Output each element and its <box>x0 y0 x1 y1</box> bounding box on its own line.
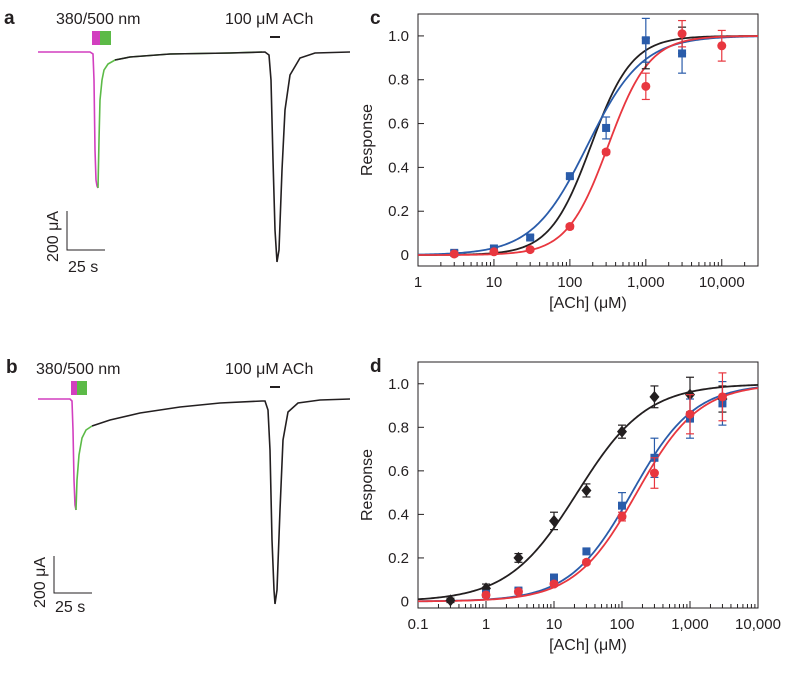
y-tick-label: 0 <box>401 247 409 264</box>
data-point-red <box>549 579 559 589</box>
data-point-red <box>677 29 687 39</box>
panel-label-b: b <box>6 357 18 378</box>
y-tick-label: 0.6 <box>388 463 409 480</box>
data-point-blue <box>526 233 535 242</box>
x-tick-label: 100 <box>609 616 634 633</box>
data-point-red <box>717 392 727 402</box>
data-point-black <box>649 390 660 403</box>
data-point-red <box>641 81 651 91</box>
data-point-red <box>717 41 727 51</box>
y-tick-label: 0.2 <box>388 550 409 567</box>
x-tick-label: 10 <box>486 274 503 291</box>
data-point-red <box>601 147 611 157</box>
green-light-bar-a <box>100 31 111 45</box>
panel-label-a: a <box>4 8 15 29</box>
trace-380nm-a <box>38 51 99 189</box>
data-point-blue <box>618 501 626 510</box>
uv-light-bar-a <box>92 31 100 45</box>
x-tick-label: 10,000 <box>699 274 745 291</box>
panel-label-d: d <box>370 356 382 377</box>
y-tick-label: 1.0 <box>388 28 409 45</box>
data-point-red <box>565 222 575 232</box>
trace-ach-response-b <box>91 398 351 605</box>
y-tick-label: 0.6 <box>388 116 409 133</box>
x-axis-label: [ACh] (μM) <box>549 637 627 654</box>
y-tick-label: 0.8 <box>388 72 409 89</box>
fit-curve-red <box>417 387 759 603</box>
data-point-red <box>449 249 459 259</box>
data-point-black <box>513 551 524 564</box>
uv-light-bar-b <box>71 381 77 395</box>
y-tick-label: 0.4 <box>388 506 409 523</box>
panel-d-dose-response: 0.1 1 10 100 1,000 10,000 0 0.2 0.4 0.6 0.8 1.0 [ACh… <box>359 361 781 654</box>
data-point-red <box>649 468 659 478</box>
x-axis-label: [ACh] (μM) <box>549 295 627 312</box>
data-point-red <box>481 590 491 600</box>
y-axis-label: Response <box>359 104 376 176</box>
plot-frame <box>417 361 759 609</box>
data-point-blue <box>678 49 687 58</box>
data-point-red <box>581 557 591 567</box>
data-point-red <box>525 245 535 255</box>
x-tick-label: 1 <box>482 616 490 633</box>
data-point-red <box>617 512 627 522</box>
scale-x-label-b: 25 s <box>55 599 85 616</box>
x-tick-label: 1,000 <box>671 616 709 633</box>
x-tick-label: 10,000 <box>735 616 781 633</box>
plot-frame <box>417 13 759 267</box>
panel-c-dose-response: 1 10 100 1,000 10,000 0 0.2 0.4 0.6 0.8 1.0 [ACh] (… <box>359 13 759 312</box>
scale-bar-a <box>66 211 105 251</box>
trace-500nm-a <box>97 51 263 189</box>
scale-bar-b <box>53 556 92 594</box>
x-tick-label: 0.1 <box>408 616 429 633</box>
light-label-a: 380/500 nm <box>56 11 141 28</box>
panel-label-c: c <box>370 8 381 29</box>
data-point-red <box>489 247 499 257</box>
y-tick-label: 0.2 <box>388 203 409 220</box>
scale-y-label-a: 200 μA <box>45 211 62 262</box>
data-point-red <box>513 587 523 597</box>
data-point-blue <box>582 547 591 556</box>
ach-label-b: 100 μM ACh <box>225 361 313 378</box>
panel-a-trace: 380/500 nm 100 μM ACh 200 μA 25 s <box>38 11 351 276</box>
y-tick-label: 0.8 <box>388 419 409 436</box>
green-light-bar-b <box>77 381 87 395</box>
trace-500nm-b <box>75 425 93 511</box>
y-tick-label: 0.4 <box>388 159 409 176</box>
fit-curve-red <box>418 35 759 256</box>
scale-y-label-b: 200 μA <box>32 557 49 608</box>
scale-x-label-a: 25 s <box>68 259 98 276</box>
y-axis-label: Response <box>359 449 376 521</box>
fit-curve-black <box>417 384 759 601</box>
panel-b-trace: 380/500 nm 100 μM ACh 200 μA 25 s <box>32 361 351 616</box>
y-tick-label: 1.0 <box>388 376 409 393</box>
data-point-black <box>549 514 559 527</box>
data-point-black <box>581 484 592 497</box>
trace-380nm-b <box>38 398 77 511</box>
data-point-blue <box>565 172 574 181</box>
data-point-red <box>685 409 695 419</box>
trace-ach-response-a <box>114 51 351 263</box>
light-label-b: 380/500 nm <box>36 361 121 378</box>
data-point-black <box>617 425 627 438</box>
data-point-black <box>445 594 456 607</box>
x-tick-label: 1,000 <box>627 274 665 291</box>
data-point-blue <box>602 123 611 132</box>
ach-label-a: 100 μM ACh <box>225 11 313 28</box>
data-point-blue <box>641 36 650 45</box>
data-point-blue <box>550 573 558 582</box>
x-tick-label: 100 <box>557 274 582 291</box>
fit-curve-blue <box>417 35 759 256</box>
x-tick-label: 10 <box>546 616 563 633</box>
x-tick-label: 1 <box>414 274 422 291</box>
y-tick-label: 0 <box>401 593 409 610</box>
